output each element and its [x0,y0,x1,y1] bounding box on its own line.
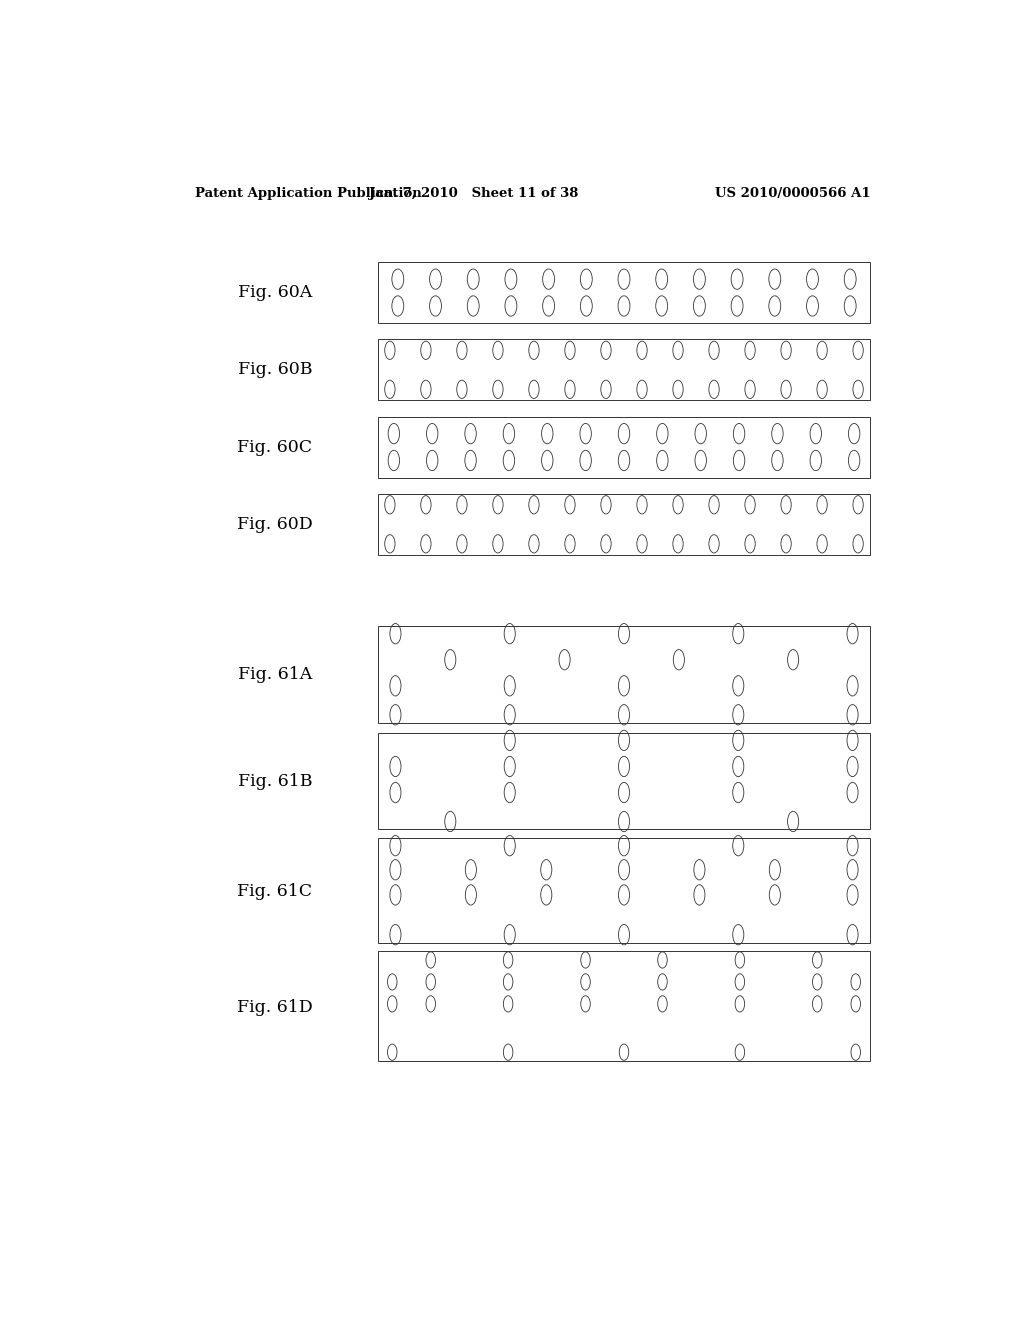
Text: Fig. 61B: Fig. 61B [238,774,312,789]
Bar [378,626,870,722]
Text: Fig. 60A: Fig. 60A [238,284,312,301]
Text: Fig. 60D: Fig. 60D [237,516,312,533]
Bar [378,494,870,554]
Bar [378,838,870,942]
Bar [378,339,870,400]
Text: Fig. 61A: Fig. 61A [238,667,312,684]
Bar [378,733,870,829]
Text: US 2010/0000566 A1: US 2010/0000566 A1 [715,187,870,201]
Text: Fig. 61C: Fig. 61C [238,883,312,900]
Text: Fig. 60B: Fig. 60B [238,362,312,379]
Text: Fig. 61D: Fig. 61D [237,999,312,1015]
Text: Fig. 60C: Fig. 60C [238,438,312,455]
Text: Patent Application Publication: Patent Application Publication [196,187,422,201]
Text: Jan. 7, 2010   Sheet 11 of 38: Jan. 7, 2010 Sheet 11 of 38 [369,187,578,201]
Bar [378,417,870,478]
Bar [378,263,870,323]
Bar [378,952,870,1061]
